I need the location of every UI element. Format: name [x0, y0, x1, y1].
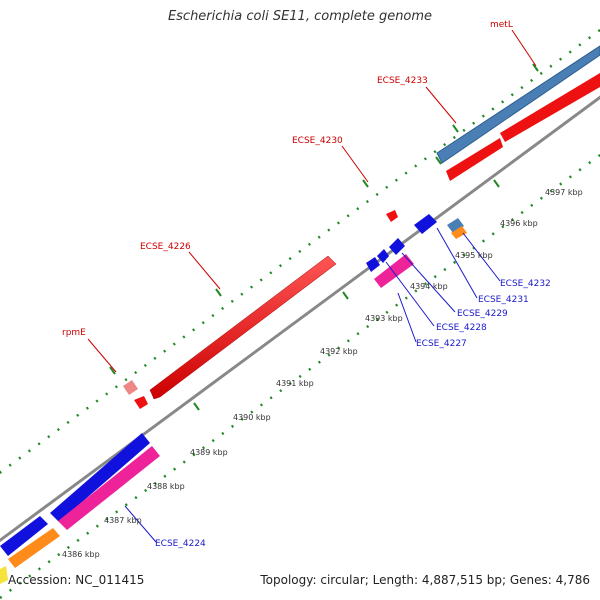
gene-label-ECSE_4227: ECSE_4227: [416, 339, 467, 349]
scale-label: 4386 kbp: [62, 550, 100, 559]
gene-label-rpmE: rpmE: [62, 328, 86, 338]
feature-ECSE_4227: [374, 254, 414, 288]
gene-label-ECSE_4233: ECSE_4233: [377, 76, 428, 86]
gene-label-ECSE_4231: ECSE_4231: [478, 295, 529, 305]
forward-strand-features: [123, 45, 600, 409]
gene-label-ECSE_4230: ECSE_4230: [292, 136, 343, 146]
gene-label-metL: metL: [490, 20, 513, 30]
scale-label: 4390 kbp: [233, 413, 271, 422]
outer-scale-ring: [0, 28, 600, 475]
feature-rpmE-cds: [134, 396, 148, 409]
leader-lines-red: [87, 29, 537, 373]
gene-label-ECSE_4226: ECSE_4226: [140, 242, 191, 252]
scale-label: 4394 kbp: [410, 282, 448, 291]
feature-metL-cds: [500, 73, 600, 142]
gene-label-ECSE_4224: ECSE_4224: [155, 539, 206, 549]
gene-labels-top: metL ECSE_4233 ECSE_4230 ECSE_4226 rpmE: [62, 20, 513, 338]
feature-rpmE-pseudo: [123, 380, 138, 395]
scale-label: 4392 kbp: [320, 347, 358, 356]
inner-scale-ring: [0, 153, 600, 600]
feature-ECSE_4233: [446, 138, 503, 181]
scale-labels: 4386 kbp 4387 kbp 4388 kbp 4389 kbp 4390…: [62, 188, 583, 559]
gene-label-ECSE_4228: ECSE_4228: [436, 323, 487, 333]
scale-label: 4397 kbp: [545, 188, 583, 197]
scale-label: 4389 kbp: [190, 448, 228, 457]
feature-ECSE_4224: [58, 446, 160, 530]
feature-ECSE_4229: [389, 238, 405, 255]
feature-ECSE_4228b: [366, 257, 380, 272]
feature-blue-small: [0, 516, 48, 556]
feature-ECSE_4232-b: [451, 226, 467, 239]
accession-text: Accession: NC_011415: [8, 573, 145, 587]
scale-label: 4395 kbp: [455, 251, 493, 260]
scale-label: 4387 kbp: [104, 516, 142, 525]
feature-ECSE_4232: [447, 218, 464, 233]
gene-label-ECSE_4229: ECSE_4229: [457, 309, 508, 319]
feature-yellow: [0, 566, 8, 584]
gene-label-ECSE_4232: ECSE_4232: [500, 279, 551, 289]
feature-ECSE_4231: [414, 214, 437, 234]
gene-labels-bottom: ECSE_4232 ECSE_4231 ECSE_4229 ECSE_4228 …: [155, 279, 551, 549]
feature-metL-other: [436, 45, 600, 164]
feature-ECSE_4230: [386, 210, 398, 222]
scale-label: 4388 kbp: [147, 482, 185, 491]
feature-ECSE_4226: [149, 255, 337, 400]
feature-orange: [8, 528, 60, 568]
feature-ECSE_4228a: [377, 249, 389, 263]
feature-blue-large: [50, 433, 150, 522]
reverse-strand-features: [0, 214, 467, 584]
map-title: Escherichia coli SE11, complete genome: [167, 9, 433, 24]
scale-label: 4391 kbp: [276, 379, 314, 388]
scale-label: 4393 kbp: [365, 314, 403, 323]
genome-stats-text: Topology: circular; Length: 4,887,515 bp…: [260, 573, 590, 587]
scale-label: 4396 kbp: [500, 219, 538, 228]
genome-backbone: [0, 95, 600, 543]
major-ticks: [109, 63, 539, 411]
leader-lines-blue: [124, 227, 501, 543]
